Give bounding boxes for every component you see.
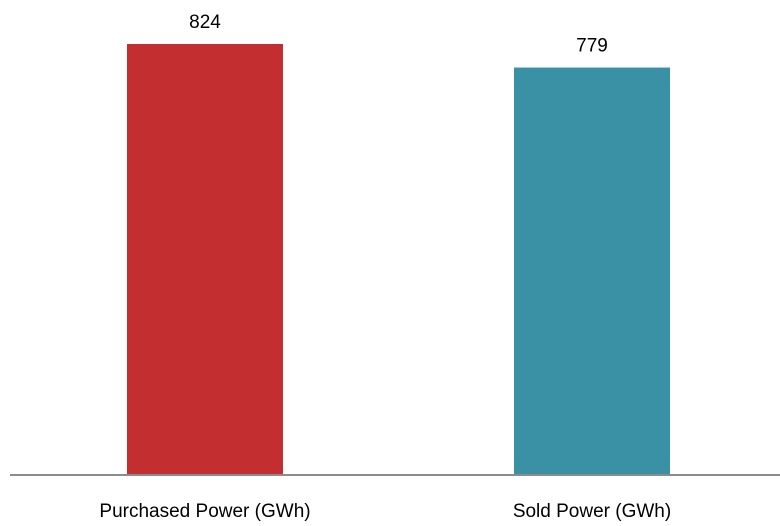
category-label-1: Purchased Power (GWh)	[99, 501, 310, 522]
bars-group	[127, 44, 670, 475]
category-label-2: Sold Power (GWh)	[513, 501, 671, 522]
data-label-1: 824	[189, 12, 221, 33]
data-labels-group: 824 779	[189, 12, 608, 57]
category-labels-group: Purchased Power (GWh) Sold Power (GWh)	[99, 501, 671, 522]
bar-2	[514, 67, 670, 475]
bar-1	[127, 44, 283, 475]
data-label-2: 779	[576, 36, 608, 57]
